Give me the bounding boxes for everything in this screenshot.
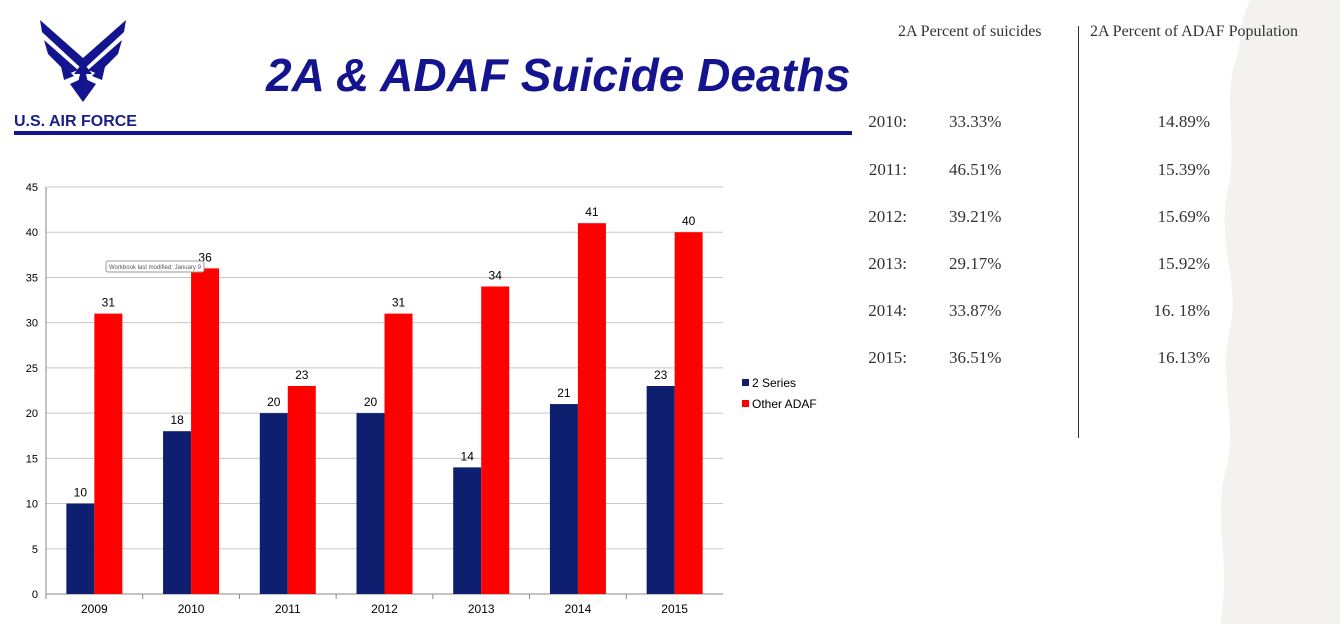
annotation-box	[105, 260, 205, 273]
data-label: 31	[102, 296, 116, 310]
legend-swatch	[742, 400, 749, 407]
row-suicides-pct: 33.87%	[949, 301, 1002, 320]
row-year: 2013:	[868, 254, 907, 273]
x-tick-label: 2012	[371, 602, 398, 616]
bar	[384, 313, 413, 594]
bar	[481, 286, 510, 594]
row-year: 2014:	[868, 301, 907, 320]
annotation-tooltip: Workbook last modified: January 9	[105, 260, 205, 273]
x-tick-label: 2011	[275, 602, 301, 616]
row-suicides-pct: 39.21%	[949, 207, 1002, 226]
row-year: 2012:	[868, 207, 907, 226]
row-year: 2010:	[868, 112, 907, 131]
data-label: 21	[557, 386, 571, 400]
bar	[66, 503, 95, 594]
air-force-wings-icon	[40, 20, 126, 102]
x-tick-label: 2009	[81, 602, 108, 616]
title-underline	[14, 131, 852, 135]
bar	[94, 313, 123, 594]
bar	[287, 385, 316, 594]
row-year: 2011:	[868, 160, 907, 179]
row-population-pct: 15.92%	[1157, 254, 1210, 273]
legend-swatch	[742, 379, 749, 386]
x-tick-label: 2014	[565, 602, 592, 616]
row-suicides-pct: 33.33%	[949, 112, 1002, 131]
row-year: 2015:	[868, 348, 907, 367]
legend-label: 2 Series	[752, 376, 796, 390]
row-population-pct: 16. 18%	[1153, 301, 1210, 320]
y-tick-label: 0	[32, 589, 38, 601]
table-row: 2012: 39.21% 15.69%	[0, 207, 1340, 231]
table-row: 2013: 29.17% 15.92%	[0, 254, 1340, 278]
x-tick-label: 2013	[468, 602, 495, 616]
data-label: 23	[295, 368, 309, 382]
y-tick-label: 40	[26, 227, 38, 239]
y-tick-label: 20	[26, 408, 38, 420]
row-population-pct: 16.13%	[1157, 348, 1210, 367]
y-tick-label: 30	[26, 318, 38, 330]
bar	[356, 413, 385, 594]
row-population-pct: 15.39%	[1157, 160, 1210, 179]
bar	[549, 404, 578, 594]
bar	[453, 467, 482, 594]
data-label: 23	[654, 368, 668, 382]
row-population-pct: 15.69%	[1157, 207, 1210, 226]
data-label: 20	[267, 395, 281, 409]
row-population-pct: 14.89%	[1157, 112, 1210, 131]
bar	[646, 385, 675, 594]
table-row: 2010: 33.33% 14.89%	[0, 112, 1340, 136]
annotation-text: Workbook last modified: January 9	[109, 265, 202, 271]
data-label: 34	[489, 268, 503, 282]
x-tick-label: 2010	[178, 602, 205, 616]
data-label: 18	[170, 413, 184, 427]
bar	[163, 431, 192, 594]
row-suicides-pct: 46.51%	[949, 160, 1002, 179]
x-tick-label: 2015	[661, 602, 688, 616]
row-suicides-pct: 29.17%	[949, 254, 1002, 273]
table-row: 2011: 46.51% 15.39%	[0, 160, 1340, 184]
bar	[577, 223, 606, 594]
y-tick-label: 35	[26, 272, 38, 284]
data-label: 31	[392, 296, 406, 310]
legend-label: Other ADAF	[752, 397, 817, 411]
table-row: 2014: 33.87% 16. 18%	[0, 301, 1340, 325]
y-tick-label: 25	[26, 363, 38, 375]
bar	[191, 268, 220, 594]
data-label: 10	[74, 486, 88, 500]
y-tick-label: 15	[26, 453, 38, 465]
slide-title: 2A & ADAF Suicide Deaths	[266, 49, 851, 101]
bar	[674, 232, 703, 594]
y-tick-label: 45	[26, 182, 38, 194]
data-label: 14	[461, 449, 475, 463]
y-tick-label: 5	[32, 544, 38, 556]
bar-chart: 0510152025303540451031200918362010202320…	[26, 182, 817, 616]
table-header-suicides: 2A Percent of suicides	[898, 23, 1042, 40]
data-label: 41	[585, 205, 599, 219]
table-divider	[1078, 26, 1079, 438]
row-suicides-pct: 36.51%	[949, 348, 1002, 367]
torn-edge-decoration	[1220, 0, 1340, 624]
y-tick-label: 10	[26, 499, 38, 511]
table-row: 2015: 36.51% 16.13%	[0, 348, 1340, 372]
data-label: 20	[364, 395, 378, 409]
data-label: 40	[682, 214, 696, 228]
brand-wordmark: U.S. AIR FORCE	[14, 113, 137, 130]
table-header-population: 2A Percent of ADAF Population	[1090, 23, 1298, 40]
bar	[259, 413, 288, 594]
